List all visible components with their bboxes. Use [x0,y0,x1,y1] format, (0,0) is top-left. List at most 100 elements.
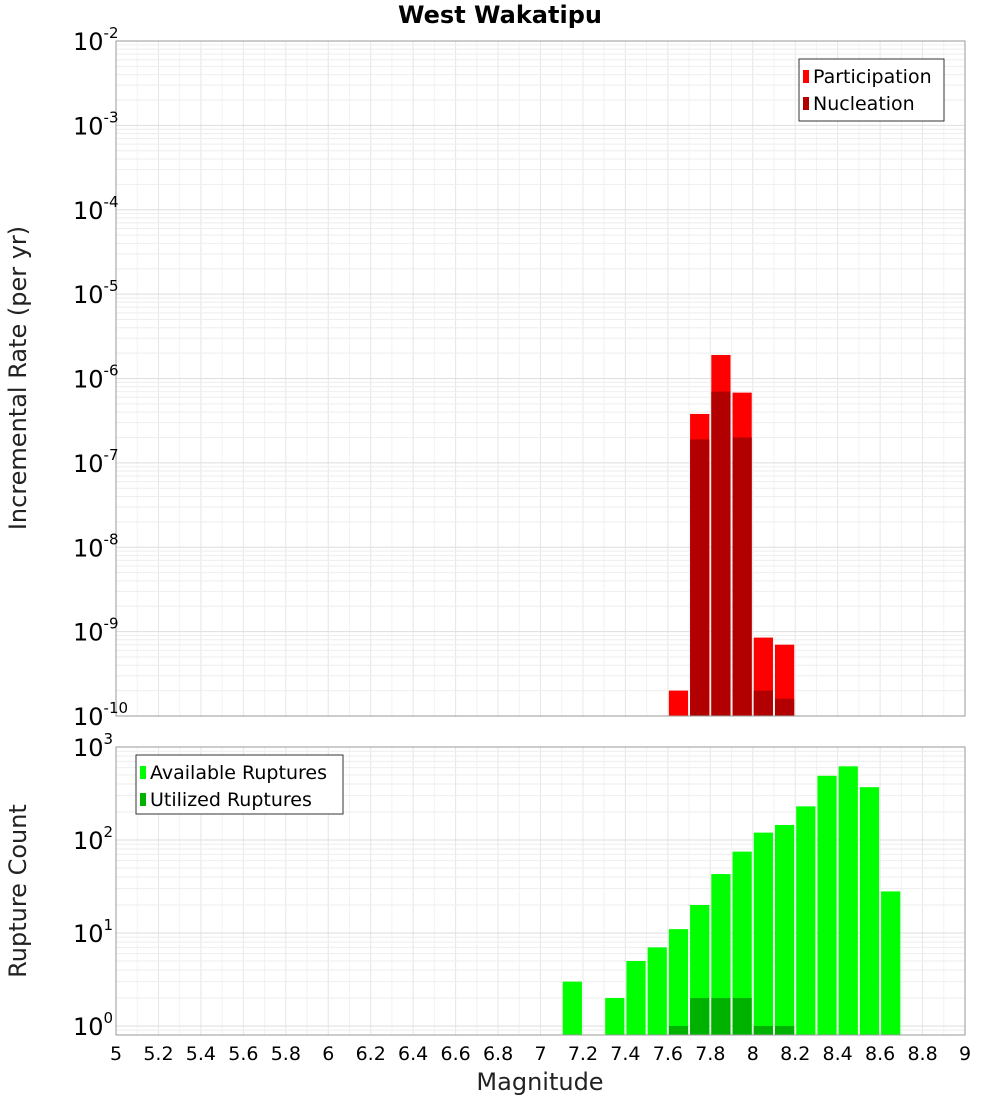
y-tick-label: 10-4 [73,193,119,225]
x-tick-label: 8.6 [865,1043,895,1065]
y-tick-label: 103 [73,730,113,762]
bar-utilized-ruptures [668,1025,689,1035]
x-tick-label: 7.8 [695,1043,725,1065]
x-tick-label: 5 [110,1043,122,1065]
x-tick-labels: 5 5.2 5.4 5.6 5.8 6 6.2 6.4 6.6 6.8 7 7.2 7.4 7.6 7.8 8… [110,1043,971,1065]
y-tick-label: 10-2 [73,24,119,56]
bar-available-ruptures [562,981,582,1035]
x-tick-label: 6 [322,1043,334,1065]
y-tick-label: 10-9 [73,615,119,647]
x-tick-label: 5.4 [186,1043,216,1065]
legend-swatch [140,793,146,806]
x-tick-label: 8 [747,1043,759,1065]
y-tick-exponent: -4 [104,193,119,211]
y-tick-exponent: -3 [104,108,119,126]
bar-nucleation [732,437,752,716]
rate-panel: 10-210-310-410-510-610-710-810-910-10Inc… [4,24,966,731]
y-tick-base: 10 [73,534,104,562]
y-tick-label: 10-3 [73,108,119,140]
x-tick-label: 6.6 [440,1043,470,1065]
y-tick-base: 10 [73,281,104,309]
bar-available-ruptures [668,929,689,1035]
bar-available-ruptures [838,766,858,1035]
bar-available-ruptures [626,960,646,1035]
x-tick-label: 6.8 [483,1043,513,1065]
y-tick-label: 10-10 [73,699,128,731]
bar-utilized-ruptures [732,997,752,1035]
bar-available-ruptures [753,832,773,1035]
y-tick-exponent: -6 [104,362,119,380]
x-tick-label: 5.8 [271,1043,301,1065]
bar-available-ruptures [732,851,752,1035]
y-tick-base: 10 [73,827,104,855]
y-tick-base: 10 [73,619,104,647]
x-tick-label: 7.4 [610,1043,640,1065]
y-tick-label: 10-7 [73,446,119,478]
y-tick-base: 10 [73,734,104,762]
bars [668,354,795,716]
y-tick-exponent: 1 [104,916,114,934]
x-tick-label: 7 [534,1043,546,1065]
y-tick-label: 10-5 [73,277,119,309]
y-tick-exponent: -2 [104,24,119,42]
x-tick-label: 8.8 [907,1043,937,1065]
y-tick-exponent: -7 [104,446,119,464]
x-tick-label: 6.4 [398,1043,428,1065]
y-tick-label: 101 [73,916,113,948]
bar-participation [774,644,795,716]
y-tick-base: 10 [73,1013,104,1041]
bar-available-ruptures [647,947,667,1035]
bar-participation [668,690,689,716]
y-tick-base: 10 [73,112,104,140]
bar-utilized-ruptures [753,1025,773,1035]
y-tick-base: 10 [73,703,104,731]
x-tick-label: 6.2 [356,1043,386,1065]
x-tick-label: 7.2 [568,1043,598,1065]
y-tick-exponent: 0 [104,1009,114,1027]
x-tick-label: 5.2 [143,1043,173,1065]
legend-label: Available Ruptures [150,762,327,784]
legend-label: Utilized Ruptures [150,789,312,811]
legend: Available Ruptures Utilized Ruptures [135,754,344,815]
y-tick-exponent: -5 [104,277,119,295]
bar-available-ruptures [774,824,795,1035]
y-tick-label: 100 [73,1009,113,1041]
bar-nucleation [774,698,795,716]
y-tick-exponent: -10 [104,699,129,717]
bar-available-ruptures [605,997,625,1035]
bar-utilized-ruptures [711,997,731,1035]
y-tick-label: 10-8 [73,530,119,562]
y-tick-label: 10-6 [73,362,119,394]
bar-available-ruptures [796,806,816,1035]
bar-nucleation [690,439,710,716]
x-axis-title: Magnitude [476,1068,603,1096]
plot-frame [115,746,966,1036]
y-tick-exponent: -8 [104,530,119,548]
y-axis-title: Rupture Count [4,804,32,978]
legend-label: Nucleation [813,93,915,115]
bar-nucleation [711,391,731,716]
y-tick-base: 10 [73,366,104,394]
bar-available-ruptures [881,891,901,1035]
legend-label: Participation [813,66,932,88]
y-tick-exponent: 2 [104,823,114,841]
legend-box [798,58,945,122]
y-tick-label: 102 [73,823,113,855]
y-tick-exponent: 3 [104,730,114,748]
bar-available-ruptures [859,787,880,1035]
y-axis-title: Incremental Rate (per yr) [4,226,32,530]
x-tick-label: 9 [959,1043,971,1065]
bars [562,766,901,1035]
chart-title: West Wakatipu [398,1,602,29]
legend-swatch [140,766,146,779]
plot-frame [115,40,966,717]
gridlines [115,40,966,717]
bar-available-ruptures [711,874,731,1035]
x-tick-label: 8.4 [823,1043,853,1065]
legend-box [135,754,344,815]
y-tick-labels: 10-210-310-410-510-610-710-810-910-10 [73,24,128,731]
bar-utilized-ruptures [690,997,710,1035]
legend: Participation Nucleation [798,58,945,122]
